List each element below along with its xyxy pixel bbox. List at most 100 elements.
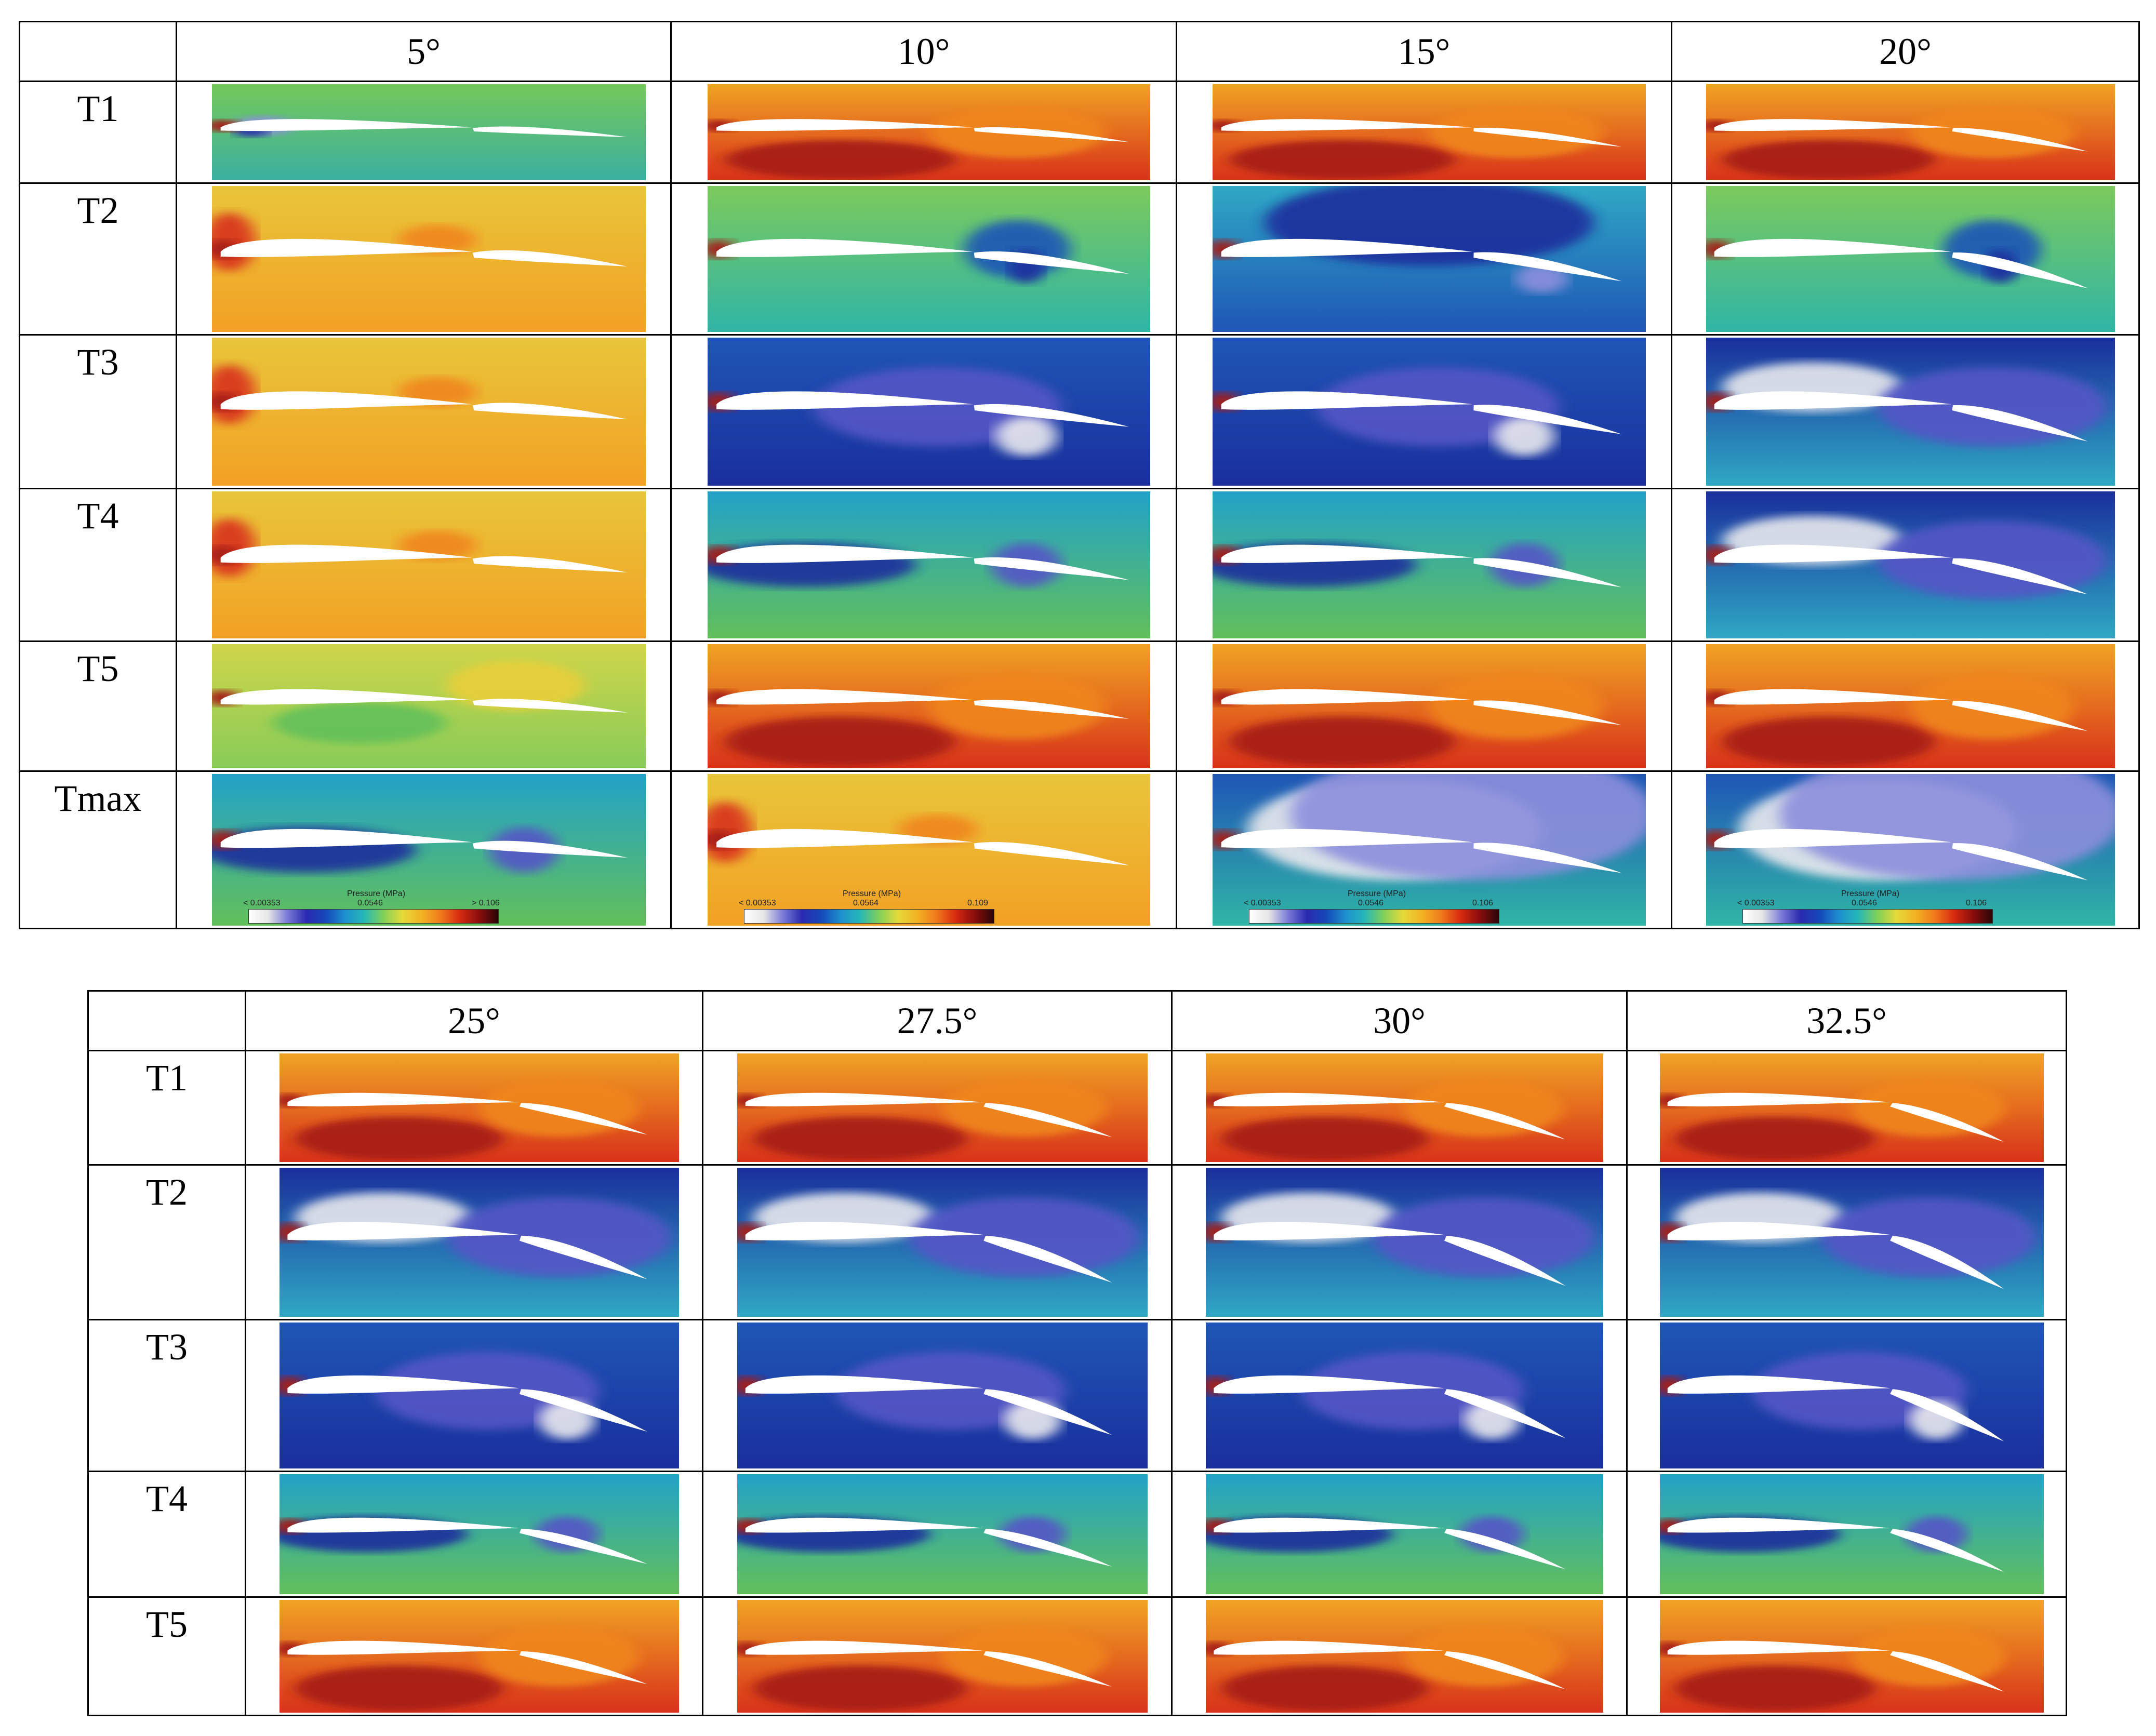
contour-field [1660, 1323, 2044, 1468]
top-plot-cell: Pressure (MPa) < 0.00353 0.0546 > 0.106 [176, 770, 672, 929]
pressure-contour-plot [280, 1323, 679, 1468]
colorbar-gradient [744, 909, 994, 924]
pressure-contour-plot: Pressure (MPa) < 0.00353 0.0546 > 0.106 [212, 774, 646, 926]
pressure-contour-plot [1706, 186, 2115, 332]
airfoil-pair [716, 544, 1129, 580]
contour-field [1660, 1474, 2044, 1594]
pressure-region [753, 1665, 967, 1711]
main-airfoil [716, 689, 974, 705]
contour-field [1706, 338, 2115, 486]
main-airfoil [1214, 1640, 1444, 1655]
flap-airfoil [1890, 1651, 2004, 1692]
main-airfoil [1214, 1375, 1444, 1394]
airfoil-pair [745, 1222, 1112, 1283]
colorbar-mid-label: 0.0546 [357, 899, 383, 907]
flap-airfoil [519, 1389, 647, 1432]
airfoil-pair [1221, 119, 1622, 147]
bottom-plot-cell [245, 1471, 703, 1598]
top-plot-cell [176, 81, 672, 184]
pressure-region [1675, 1116, 1875, 1160]
pressure-contour-plot [1706, 338, 2115, 486]
top-row-label: Tmax [19, 770, 177, 929]
top-plot-cell [670, 640, 1177, 772]
main-airfoil [1221, 238, 1473, 257]
airfoil-pair [1667, 1222, 2004, 1289]
pressure-contour-plot [212, 84, 646, 180]
contour-background [1706, 186, 2115, 332]
main-airfoil [745, 1222, 983, 1240]
main-airfoil [716, 544, 974, 563]
contour-field [212, 644, 646, 768]
contour-field [708, 84, 1150, 180]
contour-field [737, 1600, 1148, 1713]
top-plot-cell [1671, 182, 2140, 336]
airfoil-pair [1214, 1640, 1566, 1689]
main-airfoil [716, 829, 974, 848]
bottom-plot-cell [1171, 1164, 1628, 1320]
bottom-plot-cell [1626, 1050, 2067, 1166]
main-airfoil [1714, 829, 1952, 848]
main-airfoil [287, 1092, 520, 1106]
colorbar-title: Pressure (MPa) [1841, 889, 1900, 898]
pressure-region [1675, 1665, 1875, 1711]
pressure-region [1515, 263, 1568, 293]
airfoil-pair [287, 1092, 647, 1135]
airfoil-pair [716, 238, 1129, 274]
pressure-contour-plot [1206, 1474, 1603, 1594]
colorbar-min-label: < 0.00353 [243, 899, 281, 907]
main-airfoil [1714, 689, 1952, 705]
contour-field [1706, 491, 2115, 638]
flap-airfoil [1890, 1103, 2004, 1142]
main-airfoil [745, 1375, 983, 1394]
bottom-row-label: T1 [87, 1050, 246, 1166]
pressure-contour-plot [212, 338, 646, 486]
pressure-contour-plot [280, 1600, 679, 1713]
main-airfoil [1667, 1222, 1891, 1240]
flap-airfoil [974, 842, 1129, 865]
airfoil-pair [1714, 544, 2088, 595]
airfoil-pair [220, 829, 628, 858]
airfoil-pair [745, 1375, 1112, 1435]
main-airfoil [220, 238, 472, 257]
bottom-row-label: T3 [87, 1319, 246, 1472]
top-col-header: 10° [670, 21, 1177, 82]
airfoil-pair [1214, 1375, 1566, 1438]
pressure-region [1878, 367, 2107, 446]
main-airfoil [1221, 391, 1473, 410]
pressure-region [725, 716, 956, 767]
pressure-region [1722, 140, 1935, 179]
top-plot-cell: Pressure (MPa) < 0.00353 0.0546 0.106 [1671, 770, 2140, 929]
top-plot-cell [1671, 640, 2140, 772]
pressure-region [446, 660, 585, 711]
main-airfoil [287, 1375, 520, 1394]
contour-field [708, 774, 1150, 926]
flap-airfoil [1952, 252, 2088, 288]
pressure-contour-plot [708, 338, 1150, 486]
airfoil-pair [1667, 1092, 2004, 1142]
pressure-region [295, 1665, 503, 1711]
bottom-plot-cell [245, 1319, 703, 1472]
pressure-region [1852, 1626, 2006, 1687]
top-plot-cell [1176, 640, 1672, 772]
contour-field [708, 491, 1150, 638]
contour-field [1213, 774, 1646, 926]
flap-airfoil [472, 699, 628, 713]
pressure-region [1404, 1626, 1564, 1687]
flap-airfoil [1473, 558, 1622, 587]
bottom-plot-cell [245, 1164, 703, 1320]
pressure-contour-plot [280, 1168, 679, 1317]
pressure-contour-plot: Pressure (MPa) < 0.00353 0.0546 0.106 [1213, 774, 1646, 926]
flap-airfoil [974, 127, 1129, 142]
main-airfoil [1214, 1092, 1444, 1106]
pressure-region [272, 702, 446, 744]
bottom-plot-cell [1171, 1050, 1628, 1166]
bottom-plot-cell [245, 1050, 703, 1166]
pressure-colorbar: Pressure (MPa) < 0.00353 0.0546 0.106 [1737, 889, 2007, 924]
flap-airfoil [974, 557, 1129, 580]
top-plot-cell [176, 640, 672, 772]
airfoil-pair [220, 119, 628, 138]
flap-airfoil [974, 404, 1129, 427]
pressure-region [909, 1197, 1140, 1277]
pressure-contour-plot [1706, 491, 2115, 638]
colorbar-title: Pressure (MPa) [843, 889, 901, 898]
